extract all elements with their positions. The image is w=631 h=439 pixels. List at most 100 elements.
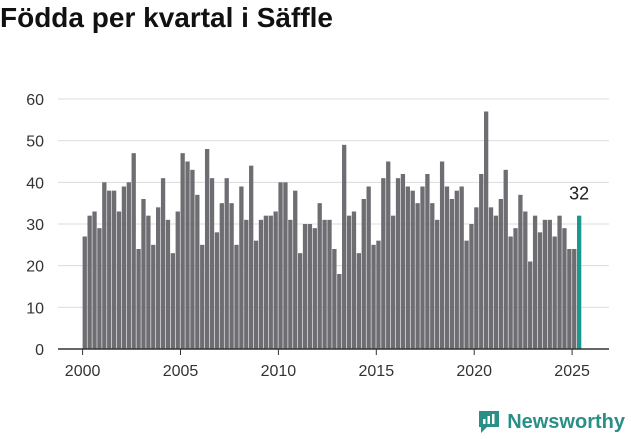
- bar: [488, 207, 494, 349]
- bar: [229, 203, 234, 349]
- x-tick-label: 2005: [163, 363, 199, 380]
- bar: [136, 249, 141, 349]
- bar: [297, 253, 303, 349]
- bar: [567, 249, 572, 349]
- last-value-label: 32: [569, 184, 589, 204]
- bar: [439, 161, 445, 349]
- bar: [513, 228, 518, 349]
- bar: [493, 215, 499, 349]
- y-tick-label: 60: [26, 92, 44, 109]
- bar: [92, 211, 97, 349]
- bar: [273, 211, 278, 349]
- bar: [390, 215, 396, 349]
- bar: [312, 228, 317, 349]
- bar: [82, 236, 87, 349]
- bar: [532, 215, 538, 349]
- bar: [523, 211, 528, 349]
- bar: [449, 199, 455, 349]
- bar: [479, 174, 484, 349]
- bar: [253, 240, 259, 349]
- bar: [351, 211, 357, 349]
- x-tick-label: 2025: [554, 363, 590, 380]
- bar: [459, 186, 464, 349]
- bar: [528, 261, 533, 349]
- bar: [268, 215, 273, 349]
- bar: [381, 178, 386, 349]
- bar: [156, 207, 161, 349]
- bar: [249, 165, 254, 349]
- bar: [464, 240, 469, 349]
- bar: [400, 174, 406, 349]
- bar: [542, 219, 548, 349]
- bar: [214, 232, 220, 349]
- bar: [219, 203, 224, 349]
- y-tick-label: 10: [26, 300, 44, 317]
- bar: [307, 224, 313, 349]
- bar: [141, 199, 146, 349]
- bar: [371, 244, 376, 349]
- bar: [572, 249, 577, 349]
- bar: [317, 203, 322, 349]
- y-tick-label: 30: [26, 217, 44, 234]
- bar: [361, 199, 366, 349]
- y-tick-label: 0: [35, 342, 44, 359]
- x-tick-label: 2015: [359, 363, 395, 380]
- bar: [576, 215, 582, 349]
- bar: [405, 186, 410, 349]
- bar: [239, 186, 244, 349]
- bar: [552, 236, 557, 349]
- bar: [415, 203, 420, 349]
- bar: [160, 178, 166, 349]
- bar: [537, 232, 543, 349]
- brand-name: Newsworthy: [507, 410, 625, 433]
- bar: [483, 111, 489, 349]
- data-labels: 32: [569, 184, 589, 204]
- bar: [410, 190, 415, 349]
- bar: [420, 186, 425, 349]
- bar: [454, 190, 459, 349]
- bar: [116, 211, 122, 349]
- bar: [557, 215, 562, 349]
- bar: [165, 219, 171, 349]
- bar: [366, 186, 371, 349]
- bar: [151, 244, 156, 349]
- bar: [425, 174, 430, 349]
- bar: [190, 169, 195, 349]
- bar: [288, 219, 293, 349]
- bar: [356, 253, 362, 349]
- y-axis-ticks: 0 10 20 30 40 50 60: [26, 92, 44, 359]
- brand-logo[interactable]: Newsworthy: [477, 409, 625, 435]
- bar: [498, 199, 503, 349]
- bar: [200, 244, 205, 349]
- newsworthy-logo-icon: [479, 411, 500, 433]
- bar: [293, 190, 298, 349]
- bar: [258, 219, 264, 349]
- y-tick-label: 20: [26, 259, 44, 276]
- bar: [180, 153, 185, 349]
- x-tick-label: 2010: [261, 363, 297, 380]
- bar: [111, 190, 117, 349]
- bar: [146, 215, 151, 349]
- x-tick-label: 2000: [65, 363, 101, 380]
- bar: [322, 219, 327, 349]
- bar: [121, 186, 127, 349]
- bar: [337, 274, 342, 349]
- bar: [469, 224, 474, 349]
- bar: [508, 236, 513, 349]
- bar: [263, 215, 269, 349]
- bar: [518, 194, 523, 349]
- bar: [209, 178, 215, 349]
- bar: [547, 219, 552, 349]
- bar: [234, 244, 239, 349]
- x-axis: 2000 2005 2010 2015 2020 2025: [58, 348, 609, 380]
- bar: [283, 182, 288, 349]
- bar: [204, 149, 210, 349]
- x-tick-label: 2020: [456, 363, 492, 380]
- bar: [474, 207, 479, 349]
- bar: [562, 228, 567, 349]
- bar: [503, 169, 508, 349]
- bar: [430, 203, 435, 349]
- bar: [97, 228, 102, 349]
- bar: [302, 224, 308, 349]
